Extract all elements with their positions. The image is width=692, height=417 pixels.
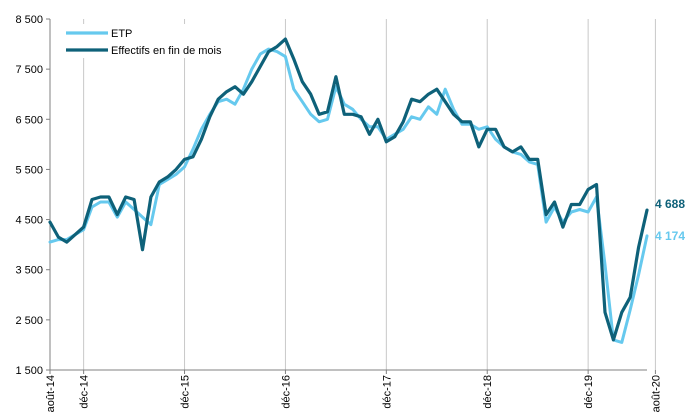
x-tick-label: déc-19 (583, 375, 595, 409)
x-tick-label: déc-16 (280, 375, 292, 409)
y-tick-label: 4 500 (15, 215, 43, 227)
y-tick-label: 7 500 (15, 64, 43, 76)
x-tick-label: août-14 (45, 375, 57, 412)
y-tick-label: 5 500 (15, 164, 43, 176)
x-tick-label: déc-15 (180, 375, 192, 409)
x-tick-label: déc-14 (79, 375, 91, 409)
end-value-label: 4 174 (655, 229, 685, 243)
series-lines (48, 37, 649, 344)
series-line-etp (48, 47, 649, 344)
y-tick-label: 1 500 (15, 365, 43, 377)
axes: 1 500 2 500 3 500 4 500 5 500 6 500 7 500 8 500… (15, 14, 662, 412)
x-tick-label: déc-17 (381, 375, 393, 409)
gridlines (83, 19, 656, 370)
end-value-label: 4 688 (655, 197, 685, 211)
x-tick-label: déc-18 (482, 375, 494, 409)
y-tick-label: 2 500 (15, 315, 43, 327)
end-labels: 4 174 4 688 (655, 197, 685, 243)
x-tick-label: août-20 (650, 375, 662, 412)
legend: ETP Effectifs en fin de mois (62, 24, 232, 58)
y-tick-label: 8 500 (15, 14, 43, 26)
y-tick-label: 6 500 (15, 114, 43, 126)
series-line-effectifs (48, 37, 649, 342)
legend-label: ETP (111, 28, 132, 40)
legend-background (62, 24, 232, 58)
legend-label: Effectifs en fin de mois (111, 45, 222, 57)
y-tick-label: 3 500 (15, 265, 43, 277)
